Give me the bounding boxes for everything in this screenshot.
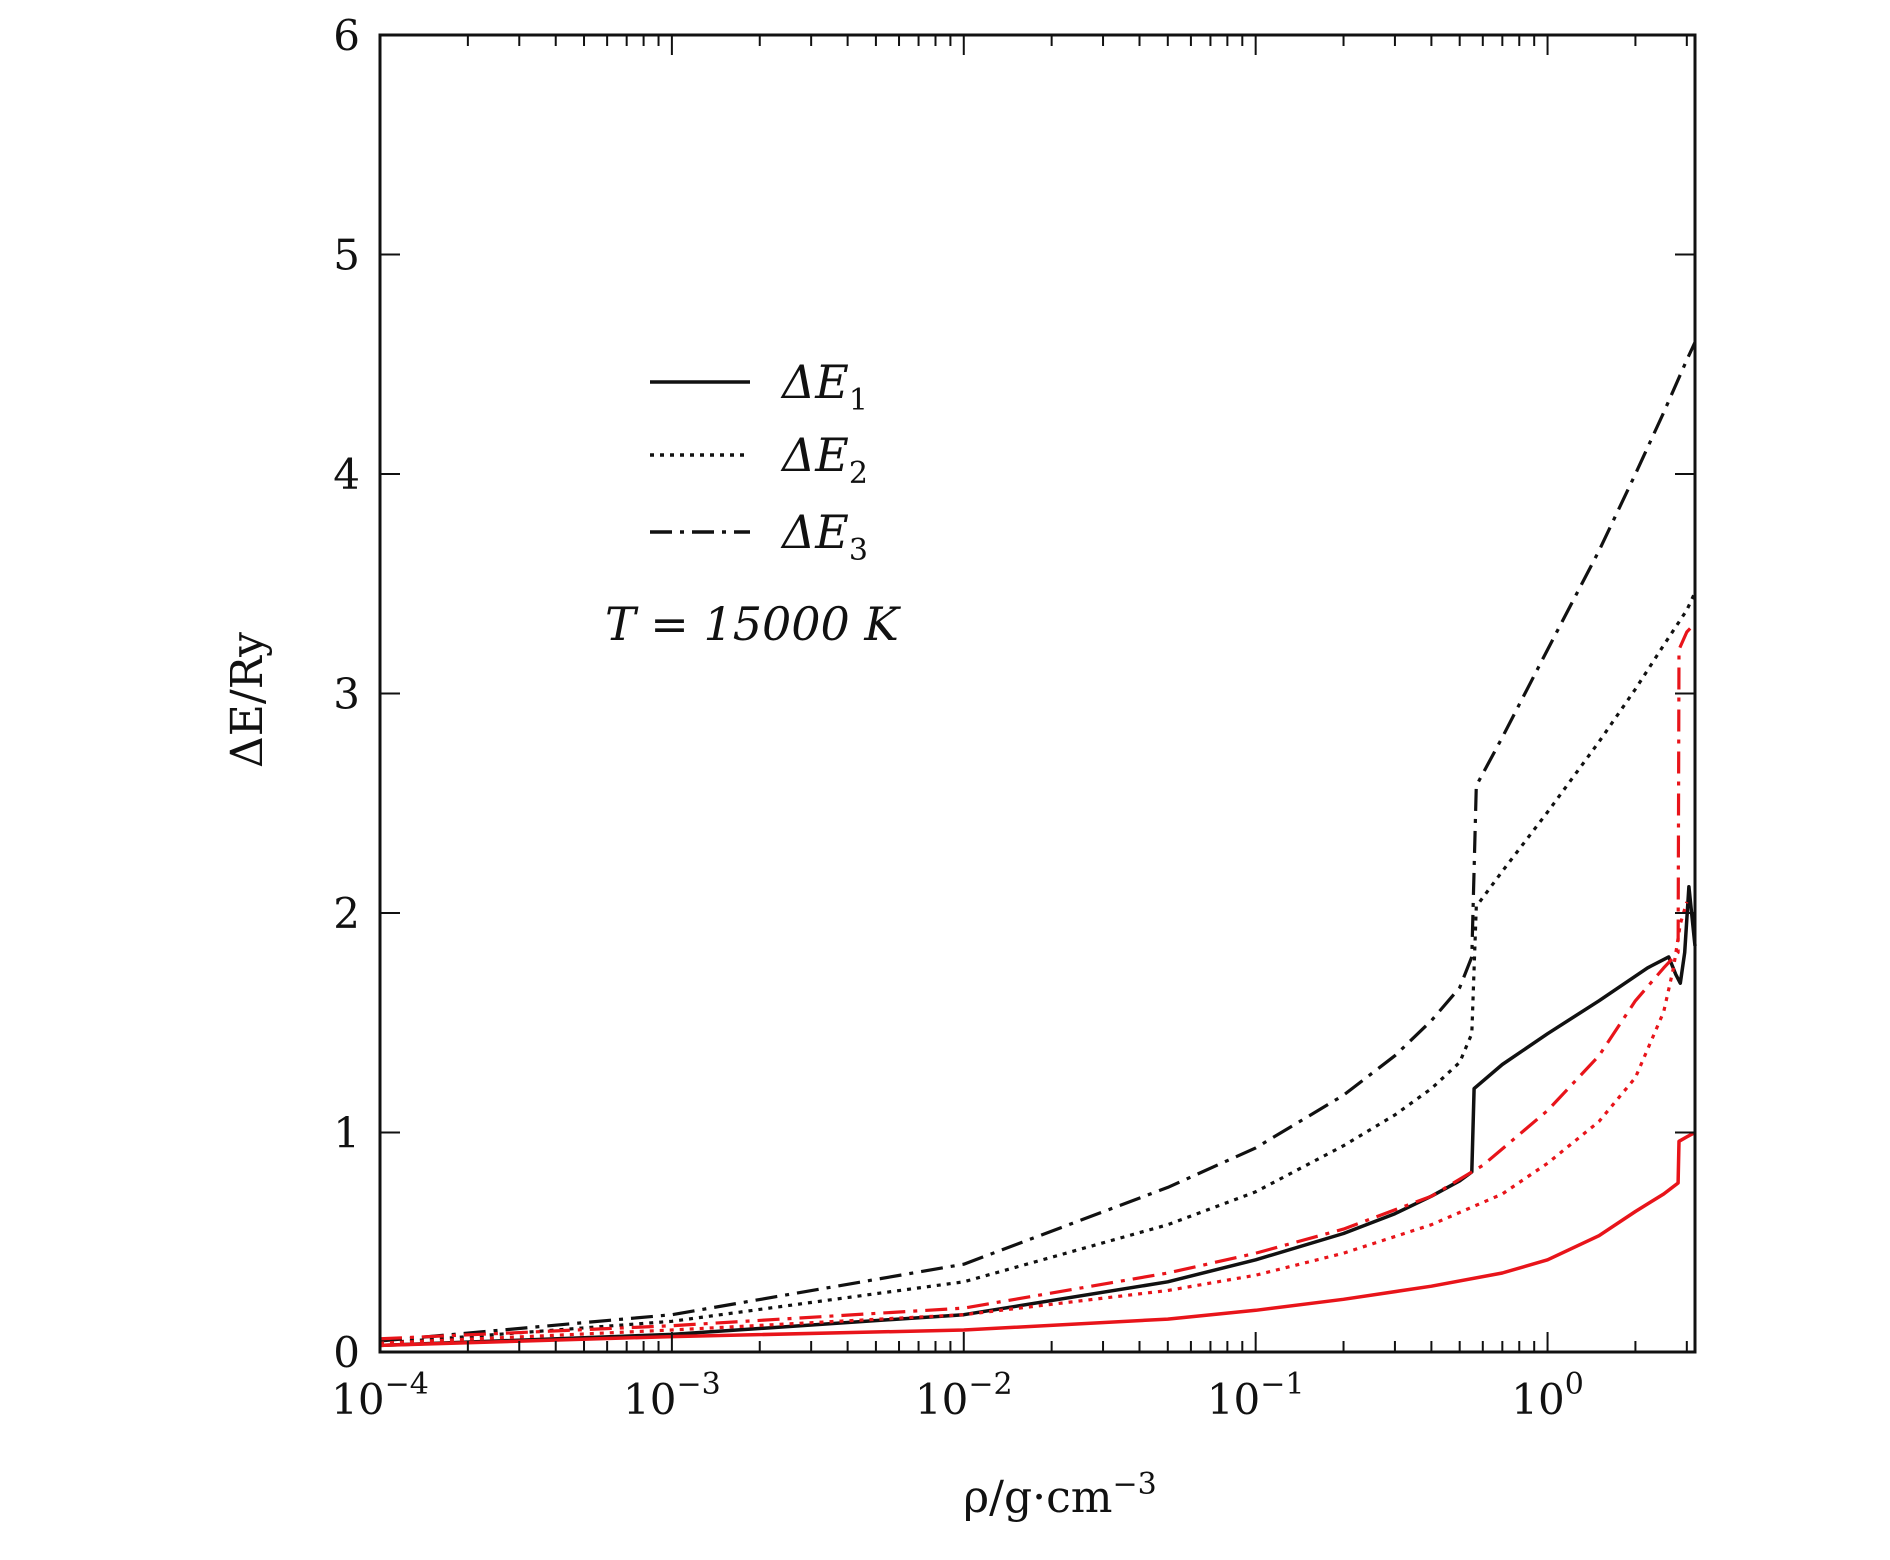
x-tick-label-exponent: 0 (1565, 1367, 1584, 1402)
y-tick-label: 1 (333, 1109, 360, 1158)
x-tick-label-base: 10 (623, 1375, 676, 1424)
legend-label: ΔE2 (780, 428, 868, 491)
x-tick-label-exponent: −4 (385, 1367, 429, 1402)
legend-label-base: ΔE (780, 428, 849, 482)
legend-label-subscript: 2 (849, 456, 868, 491)
y-tick-label: 6 (333, 11, 360, 60)
x-tick-label: 10−4 (331, 1367, 429, 1424)
x-axis-label: ρ/g·cm−3 (963, 1467, 1156, 1523)
y-tick-label: 4 (333, 450, 360, 499)
x-tick-label-base: 10 (1511, 1375, 1564, 1424)
x-axis-label-main: ρ/g·cm (963, 1472, 1112, 1523)
series-line-black-dotted (379, 591, 1697, 1345)
legend-label-subscript: 1 (849, 383, 868, 418)
temperature-annotation: T = 15000 K (605, 597, 901, 651)
series-line-red-dotted (379, 901, 1689, 1345)
legend-label-base: ΔE (780, 355, 849, 409)
series-line-red-dashdot (379, 622, 1697, 1341)
y-tick-label: 0 (333, 1328, 360, 1377)
x-tick-label-exponent: −1 (1260, 1367, 1304, 1402)
y-tick-label: 3 (333, 670, 360, 719)
x-tick-label-exponent: −3 (676, 1367, 720, 1402)
y-axis-label: ΔE/Ry (222, 632, 273, 768)
series-layer (379, 341, 1697, 1348)
legend-label-subscript: 3 (849, 533, 868, 568)
legend-label-base: ΔE (780, 505, 849, 559)
legend-label: ΔE1 (780, 355, 868, 418)
x-tick-label: 100 (1511, 1367, 1584, 1424)
x-tick-label-exponent: −2 (968, 1367, 1012, 1402)
series-line-black-solid (379, 884, 1697, 1348)
ticks-layer (379, 34, 1695, 1353)
x-tick-label-base: 10 (331, 1375, 384, 1424)
series-line-red-solid (379, 1130, 1696, 1348)
x-axis-label-sup: −3 (1112, 1467, 1156, 1502)
series-line-black-dashdot (379, 341, 1697, 1343)
y-tick-label: 2 (333, 889, 360, 938)
x-tick-label: 10−3 (623, 1367, 721, 1424)
x-tick-label-base: 10 (915, 1375, 968, 1424)
x-tick-label-base: 10 (1207, 1375, 1260, 1424)
x-tick-label: 10−1 (1207, 1367, 1305, 1424)
legend-label: ΔE3 (780, 505, 868, 568)
x-tick-label: 10−2 (915, 1367, 1013, 1424)
y-tick-label: 5 (333, 231, 360, 280)
